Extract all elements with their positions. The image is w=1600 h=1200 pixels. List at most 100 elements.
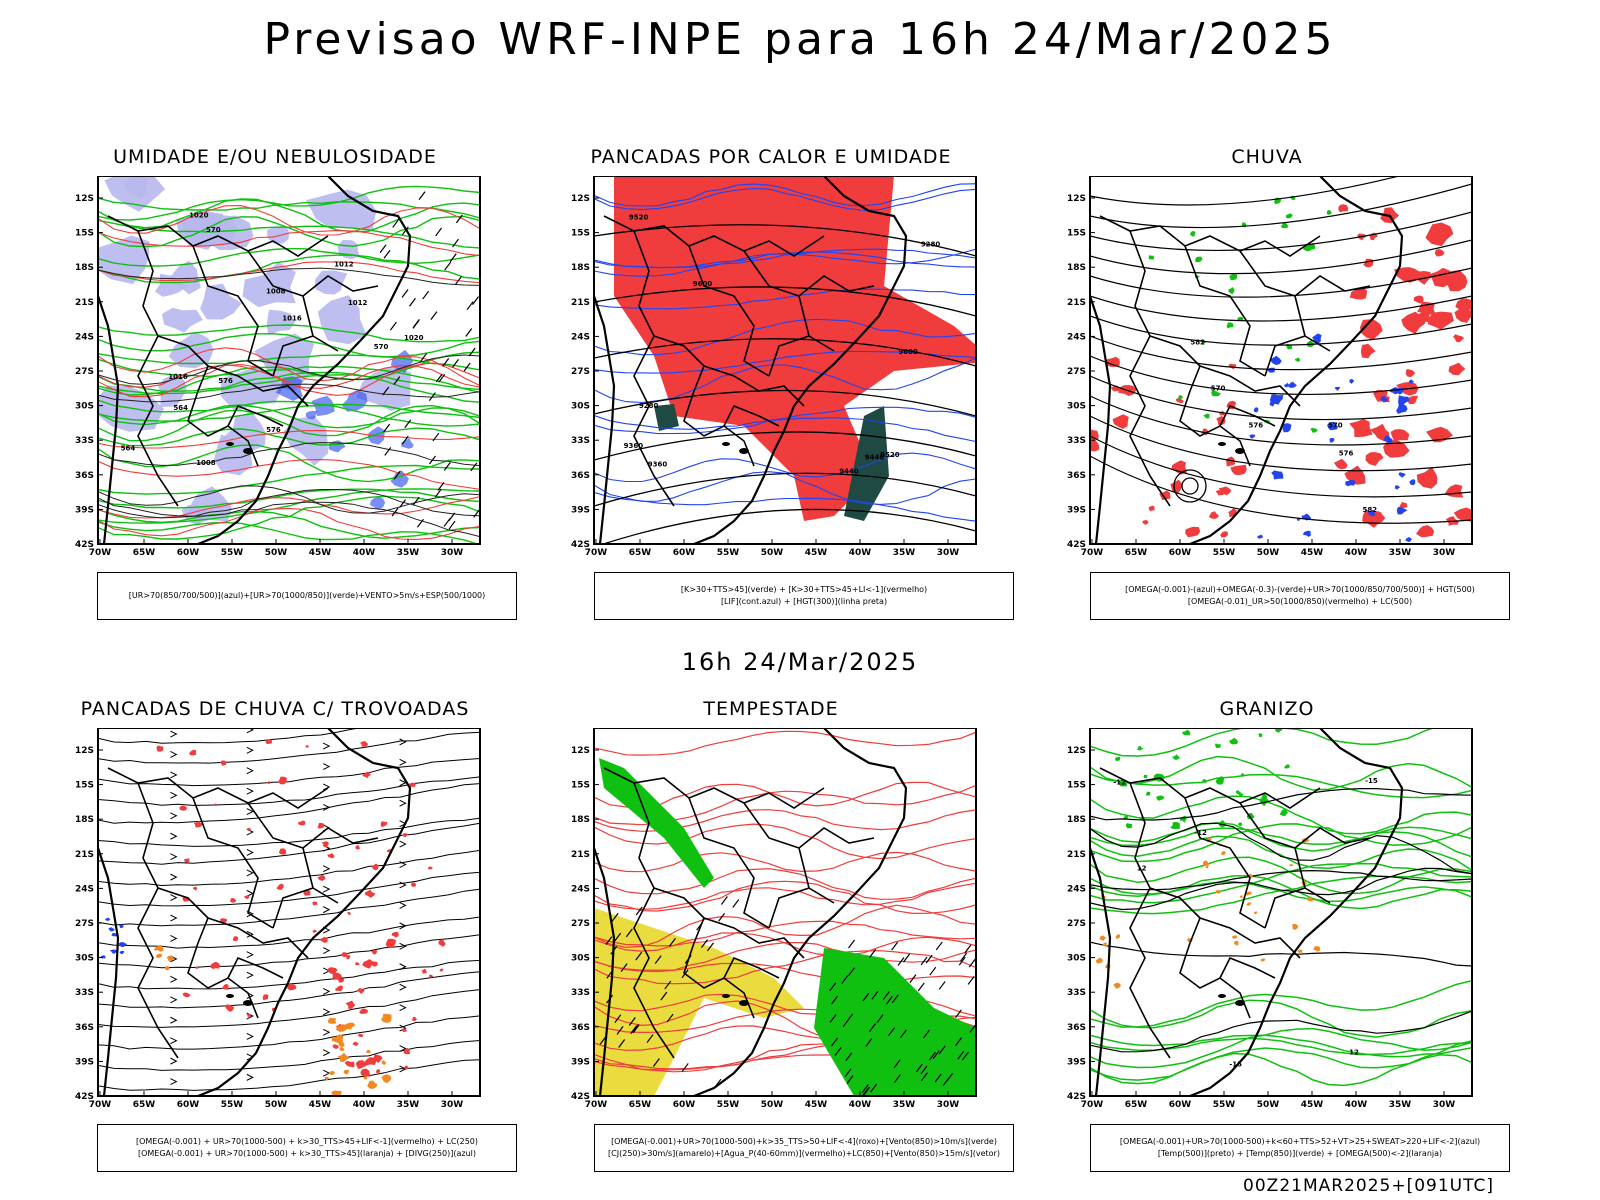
wind-850-vector [654, 955, 662, 964]
contour-label: 1008 [196, 459, 216, 467]
wind-vector [444, 261, 452, 271]
lat-tick-label: 18S [571, 263, 590, 273]
thunderstorm-red-area [358, 1033, 364, 1037]
lat-tick-label: 42S [75, 540, 94, 550]
thunderstorm-red-area [182, 896, 191, 902]
temp-850-contour [1090, 1040, 1472, 1081]
map-granizo: -12 -12 -15 -15 12 12 12S 15S 18S 21S 24S 27S 30S 33S… [1067, 728, 1473, 1110]
thunderstorm-red-area [370, 950, 378, 955]
streamline-arrow [170, 751, 178, 758]
wind-vector [470, 462, 478, 472]
streamline-arrow [399, 881, 407, 889]
thunderstorm-red-area [421, 968, 427, 974]
wind-850-vector [618, 1039, 626, 1048]
wind-850-vector [888, 1027, 895, 1037]
state-border [703, 365, 805, 407]
contour-label: 9520 [629, 213, 649, 221]
thunderstorm-red-area [210, 961, 221, 969]
lat-tick-label: 12S [1067, 746, 1086, 756]
wind-850-vector [718, 912, 726, 922]
lon-tick-label: 30W [937, 548, 960, 558]
rain-omega-green-area [1226, 322, 1234, 329]
wind-850-vector [938, 1045, 946, 1055]
lifted-index-contour [594, 288, 976, 310]
lagoon [243, 448, 253, 454]
state-border [688, 797, 770, 929]
thunderstorm-red-area [375, 1069, 381, 1074]
streamline-arrow [399, 840, 407, 848]
rain-omega-green-area [1203, 413, 1210, 419]
state-border [137, 887, 179, 1059]
streamline-arrow [246, 746, 254, 754]
geo-layer [592, 728, 908, 1098]
rain-omega-blue-area [1284, 382, 1290, 388]
panel-chuva: CHUVA 582 582 576 576 570 570 12S 15S 18S 21S 24S 2… [1052, 146, 1482, 606]
lon-tick-label: 50W [761, 1100, 784, 1110]
state-border [192, 245, 274, 377]
wind-vector [448, 512, 456, 522]
thunderstorm-orange-area [324, 1076, 329, 1081]
state-border [272, 887, 314, 929]
streamline [98, 822, 480, 865]
wind-850-vector [882, 991, 890, 1000]
wind-850-vector [955, 1037, 963, 1047]
heat-showers-green-area [654, 404, 679, 431]
omega-500-orange-area [1239, 895, 1243, 898]
wind-vector [438, 373, 446, 383]
rain-omega-red-area [1359, 319, 1383, 340]
streamline [98, 989, 480, 1028]
thunderstorm-red-area [277, 776, 287, 785]
state-border [1264, 335, 1306, 377]
rain-omega-red-area [1399, 502, 1408, 509]
streamline [98, 871, 480, 907]
page-title: Previsao WRF-INPE para 16h 24/Mar/2025 [263, 14, 1337, 65]
temp-850-green-area [1137, 746, 1144, 751]
streamline-arrow [170, 1016, 178, 1024]
lat-tick-label: 30S [571, 954, 590, 964]
streamline [98, 758, 480, 787]
rain-omega-red-area [1349, 287, 1367, 300]
state-border [723, 404, 780, 427]
pressure-contour [98, 354, 480, 386]
wind-850-vector [720, 896, 728, 905]
wind-vector [412, 496, 420, 506]
rain-omega-green-area [1195, 256, 1203, 263]
rain-omega-red-area [1090, 438, 1100, 452]
rain-omega-red-area [1148, 505, 1155, 512]
lat-tick-label: 15S [1067, 781, 1086, 791]
wind-850-vector [885, 995, 893, 1005]
omega-500-orange-area [1231, 935, 1238, 939]
legend-line: [Temp(500)](preto) + [Temp(850)](verde) … [1157, 1149, 1443, 1158]
state-border [247, 802, 379, 849]
wind-850-vector [620, 963, 628, 972]
lat-tick-label: 33S [571, 436, 590, 446]
contour-label: 9360 [624, 442, 644, 450]
streamline-arrow [246, 787, 254, 795]
rain-omega-red-area [1175, 398, 1184, 404]
rain-omega-red-area [1426, 426, 1453, 443]
rain-omega-blue-area [1345, 480, 1356, 487]
wind-vector [432, 432, 440, 442]
state-border [1239, 802, 1371, 849]
hgt-500-contour [1090, 295, 1472, 322]
wind-vector [442, 357, 450, 367]
legend-line: [LIF](cont.azul) + [HGT(300)](linha pret… [720, 597, 888, 606]
plot-area [98, 728, 480, 1096]
rain-omega-blue-area [1327, 421, 1339, 431]
rain-omega-red-area [1349, 419, 1373, 438]
rain-omega-blue-area [1383, 435, 1393, 444]
lat-tick-label: 33S [75, 988, 94, 998]
state-border [1219, 404, 1276, 427]
state-border [187, 390, 259, 467]
lat-tick-label: 27S [571, 367, 590, 377]
humidity-1000-850-contour [98, 464, 480, 495]
wind-850-vector [831, 995, 839, 1005]
rain-omega-red-area [1230, 464, 1247, 476]
wind-850-vector [664, 980, 672, 990]
omega-500-orange-area [1115, 933, 1120, 939]
coastline [1189, 176, 1404, 546]
hgt-500-contour [1090, 435, 1472, 498]
thunderstorm-orange-area [380, 1013, 392, 1023]
thunderstorm-red-area [220, 760, 227, 766]
